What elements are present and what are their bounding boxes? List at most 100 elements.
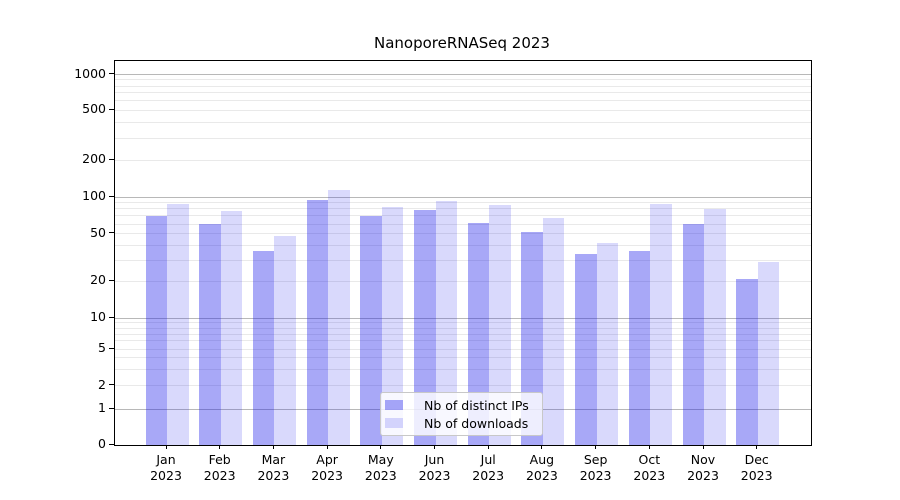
y-axis-tick-label-500: 500 xyxy=(82,101,106,117)
y-tick-mark-200 xyxy=(109,158,114,160)
grid-line-minor-200 xyxy=(115,159,811,161)
bar-downloads-oct xyxy=(650,203,672,445)
y-axis-tick-label-1000: 1000 xyxy=(74,65,106,81)
grid-line-minor-4 xyxy=(115,357,811,359)
grid-line-minor-400 xyxy=(115,122,811,123)
bar-distinct-ips-aug xyxy=(521,231,543,445)
chart-title: NanoporeRNASeq 2023 xyxy=(374,34,550,52)
bar-distinct-ips-apr xyxy=(306,199,329,445)
x-axis-tick-label-mar: Mar 2023 xyxy=(257,452,290,483)
x-axis-tick-label-jan: Jan 2023 xyxy=(150,452,182,483)
grid-line-minor-50 xyxy=(115,233,811,235)
grid-line-minor-70 xyxy=(115,215,811,217)
y-tick-mark-500 xyxy=(109,108,114,110)
bar-downloads-nov xyxy=(704,208,726,445)
plot-area xyxy=(114,60,812,446)
bar-distinct-ips-nov xyxy=(682,224,704,445)
x-axis-tick-label-nov: Nov 2023 xyxy=(687,452,719,483)
x-tick-mark-dec xyxy=(756,445,758,449)
grid-line-minor-7 xyxy=(115,333,811,335)
x-tick-mark-sep xyxy=(595,445,597,449)
y-tick-mark-1000 xyxy=(109,73,114,74)
x-tick-mark-apr xyxy=(326,445,328,449)
y-tick-mark-50 xyxy=(109,232,114,234)
bar-downloads-jun xyxy=(435,200,457,445)
x-tick-mark-mar xyxy=(272,445,274,449)
grid-line-minor-500 xyxy=(115,109,811,111)
x-axis-tick-label-jul: Jul 2023 xyxy=(472,452,505,483)
x-axis-tick-label-apr: Apr 2023 xyxy=(311,452,343,483)
y-tick-mark-100 xyxy=(109,195,114,197)
legend-row-downloads: Nb of downloads xyxy=(385,416,542,431)
bar-distinct-ips-oct xyxy=(628,250,651,445)
grid-line-minor-900 xyxy=(115,79,811,81)
y-tick-mark-1 xyxy=(109,407,114,409)
legend: Nb of distinct IPs Nb of downloads xyxy=(380,392,543,436)
legend-swatch-downloads xyxy=(385,418,403,428)
y-tick-mark-0 xyxy=(109,443,114,445)
bar-downloads-jan xyxy=(167,203,189,445)
bar-distinct-ips-may xyxy=(360,215,382,445)
grid-line-minor-2 xyxy=(115,385,811,386)
y-axis-tick-label-10: 10 xyxy=(90,309,106,324)
grid-line-major-100 xyxy=(115,196,811,198)
grid-line-minor-20 xyxy=(115,280,811,282)
bar-downloads-sep xyxy=(596,242,619,445)
x-axis-tick-label-oct: Oct 2023 xyxy=(633,452,666,483)
y-axis-tick-label-1: 1 xyxy=(98,400,106,415)
grid-line-minor-5 xyxy=(115,348,811,350)
x-tick-mark-may xyxy=(380,445,382,449)
grid-line-minor-600 xyxy=(115,100,811,102)
y-tick-mark-2 xyxy=(109,384,114,385)
y-tick-mark-5 xyxy=(109,347,114,349)
x-axis-tick-label-sep: Sep 2023 xyxy=(579,452,612,483)
x-tick-mark-aug xyxy=(541,445,543,449)
bar-distinct-ips-mar xyxy=(252,250,275,445)
bar-distinct-ips-feb xyxy=(199,224,221,445)
grid-line-minor-30 xyxy=(115,259,811,261)
y-tick-mark-10 xyxy=(109,316,114,318)
bar-downloads-feb xyxy=(220,210,243,445)
grid-line-minor-80 xyxy=(115,208,811,210)
legend-label-distinct-ips: Nb of distinct IPs xyxy=(424,397,529,413)
legend-row-distinct-ips: Nb of distinct IPs xyxy=(385,398,542,413)
x-tick-mark-jan xyxy=(165,445,167,449)
bar-distinct-ips-jun xyxy=(414,210,436,445)
grid-line-minor-8 xyxy=(115,327,811,329)
bar-distinct-ips-jul xyxy=(467,223,490,445)
bar-downloads-jul xyxy=(489,205,511,445)
bar-downloads-mar xyxy=(274,235,296,445)
grid-line-major-10 xyxy=(115,317,811,319)
grid-line-minor-3 xyxy=(115,368,811,370)
y-axis-tick-label-0: 0 xyxy=(98,436,106,451)
bar-downloads-may xyxy=(381,206,404,445)
y-axis-tick-label-100: 100 xyxy=(82,188,106,203)
bar-distinct-ips-sep xyxy=(575,253,597,445)
legend-swatch-distinct-ips xyxy=(385,400,403,410)
grid-line-minor-40 xyxy=(115,244,811,246)
y-axis-tick-label-20: 20 xyxy=(90,272,106,287)
bar-downloads-apr xyxy=(328,189,350,445)
y-axis-tick-label-200: 200 xyxy=(82,151,106,167)
grid-line-minor-60 xyxy=(115,223,811,225)
x-axis-tick-label-may: May 2023 xyxy=(364,452,397,483)
y-axis-tick-label-5: 5 xyxy=(98,340,106,355)
x-axis-tick-label-dec: Dec 2023 xyxy=(740,452,773,483)
x-tick-mark-jul xyxy=(487,445,489,449)
x-tick-mark-nov xyxy=(702,445,704,449)
x-axis-tick-label-aug: Aug 2023 xyxy=(525,452,558,483)
bar-distinct-ips-jan xyxy=(145,215,167,445)
y-axis-tick-label-2: 2 xyxy=(98,376,106,392)
x-tick-mark-oct xyxy=(648,445,650,449)
grid-line-minor-700 xyxy=(115,92,811,94)
bar-downloads-dec xyxy=(757,261,780,445)
x-tick-mark-feb xyxy=(219,445,221,449)
grid-line-minor-9 xyxy=(115,322,811,324)
x-axis-tick-label-jun: Jun 2023 xyxy=(418,452,451,483)
grid-line-minor-90 xyxy=(115,202,811,204)
grid-line-minor-800 xyxy=(115,85,811,87)
grid-line-minor-300 xyxy=(115,137,811,139)
x-tick-mark-jun xyxy=(434,445,435,449)
y-tick-mark-20 xyxy=(109,279,114,281)
